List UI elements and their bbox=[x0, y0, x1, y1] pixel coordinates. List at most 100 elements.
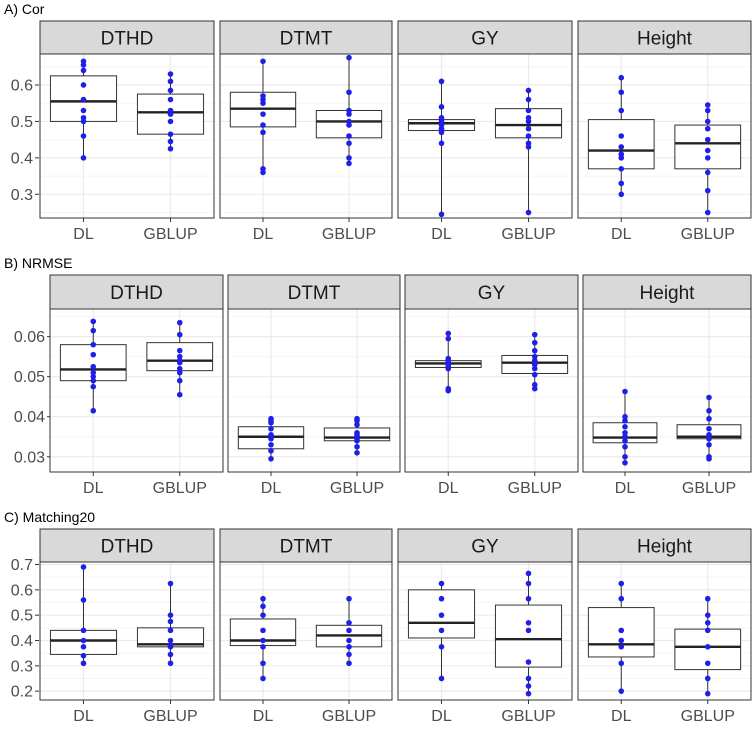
data-point bbox=[260, 58, 266, 65]
data-point bbox=[346, 644, 352, 650]
x-tick-label: DL bbox=[611, 708, 632, 725]
data-point bbox=[167, 71, 174, 77]
x-tick-label: DL bbox=[253, 226, 274, 243]
data-point bbox=[706, 407, 712, 414]
x-tick-label: GBLUP bbox=[153, 480, 207, 497]
data-point bbox=[618, 688, 625, 694]
box-dl bbox=[587, 74, 655, 198]
data-point bbox=[706, 453, 712, 460]
data-point bbox=[80, 597, 87, 603]
data-point bbox=[706, 394, 712, 401]
data-point bbox=[90, 383, 97, 390]
data-point bbox=[176, 347, 183, 354]
data-point bbox=[704, 118, 711, 125]
box-gblup bbox=[315, 54, 383, 167]
panel-border bbox=[397, 53, 573, 219]
data-point bbox=[618, 89, 625, 96]
data-point bbox=[525, 87, 532, 94]
data-point bbox=[531, 357, 538, 364]
data-point bbox=[445, 335, 452, 342]
facet-label: Height bbox=[640, 283, 696, 304]
facet-strip bbox=[39, 528, 215, 563]
data-point bbox=[260, 111, 266, 117]
data-point bbox=[176, 319, 183, 326]
data-point bbox=[167, 131, 174, 137]
data-point bbox=[438, 644, 445, 650]
data-point bbox=[706, 441, 712, 448]
data-point bbox=[622, 413, 628, 420]
data-point bbox=[346, 140, 352, 147]
data-point bbox=[346, 627, 352, 634]
data-point bbox=[704, 627, 711, 634]
facet-label: DTHD bbox=[101, 29, 154, 50]
panel-border bbox=[39, 53, 215, 219]
data-point bbox=[618, 595, 625, 602]
data-point bbox=[167, 642, 174, 649]
data-point bbox=[622, 459, 628, 466]
data-point bbox=[260, 129, 266, 136]
data-point bbox=[704, 690, 711, 697]
facet-dthd: DTHD DL GBLUP bbox=[49, 274, 224, 497]
data-point bbox=[90, 369, 97, 376]
panel-background bbox=[50, 309, 223, 472]
panel-border bbox=[582, 308, 752, 473]
data-point bbox=[167, 627, 174, 634]
data-point bbox=[260, 675, 266, 682]
data-point bbox=[438, 580, 445, 587]
data-point bbox=[90, 363, 97, 370]
data-point bbox=[525, 690, 532, 697]
data-point bbox=[268, 441, 274, 448]
box-dl bbox=[414, 330, 482, 394]
facet-height: Height DL GBLUP bbox=[582, 274, 752, 497]
facet-gy: GY DL GBLUP bbox=[404, 274, 579, 497]
data-point bbox=[354, 421, 360, 428]
data-point bbox=[618, 144, 625, 150]
data-point bbox=[618, 627, 625, 634]
facet-dtmt: DTMT DL GBLUP bbox=[219, 528, 393, 725]
x-tick-label: GBLUP bbox=[143, 708, 197, 725]
box-iqr bbox=[674, 124, 742, 170]
data-point bbox=[260, 612, 266, 618]
data-point bbox=[346, 637, 352, 644]
data-point bbox=[438, 211, 445, 218]
data-point bbox=[90, 327, 97, 334]
facet-dthd: DTHD DL GBLUP bbox=[39, 528, 215, 725]
data-point bbox=[80, 114, 87, 121]
data-point bbox=[346, 160, 352, 167]
box-dl bbox=[407, 580, 476, 682]
data-point bbox=[80, 67, 87, 74]
facet-strip bbox=[577, 20, 752, 55]
box-dl bbox=[407, 78, 476, 218]
data-point bbox=[176, 353, 183, 360]
data-point bbox=[618, 637, 625, 644]
panel-background bbox=[583, 309, 751, 472]
data-point bbox=[525, 125, 532, 132]
facet-strip bbox=[227, 274, 401, 310]
data-point bbox=[622, 453, 628, 460]
data-point bbox=[525, 107, 532, 114]
data-point bbox=[531, 365, 538, 372]
x-tick-label: GBLUP bbox=[501, 708, 555, 725]
panel-border bbox=[219, 53, 393, 219]
data-point bbox=[80, 107, 87, 114]
data-point bbox=[346, 133, 352, 139]
panel-border bbox=[397, 561, 573, 701]
data-point bbox=[354, 443, 360, 450]
x-tick-label: DL bbox=[73, 708, 94, 725]
data-point bbox=[80, 133, 87, 139]
data-point bbox=[167, 618, 174, 625]
data-point bbox=[346, 54, 352, 61]
row-title: C) Matching20 bbox=[4, 509, 95, 525]
facet-strip bbox=[219, 20, 393, 55]
box-gblup bbox=[323, 415, 391, 456]
data-point bbox=[354, 429, 360, 436]
data-point bbox=[80, 637, 87, 644]
data-point bbox=[525, 683, 532, 689]
data-point bbox=[346, 660, 352, 667]
box-gblup bbox=[676, 394, 742, 462]
data-point bbox=[260, 122, 266, 128]
data-point bbox=[706, 425, 712, 432]
facet-label: DTMT bbox=[288, 283, 341, 304]
data-point bbox=[704, 612, 711, 618]
